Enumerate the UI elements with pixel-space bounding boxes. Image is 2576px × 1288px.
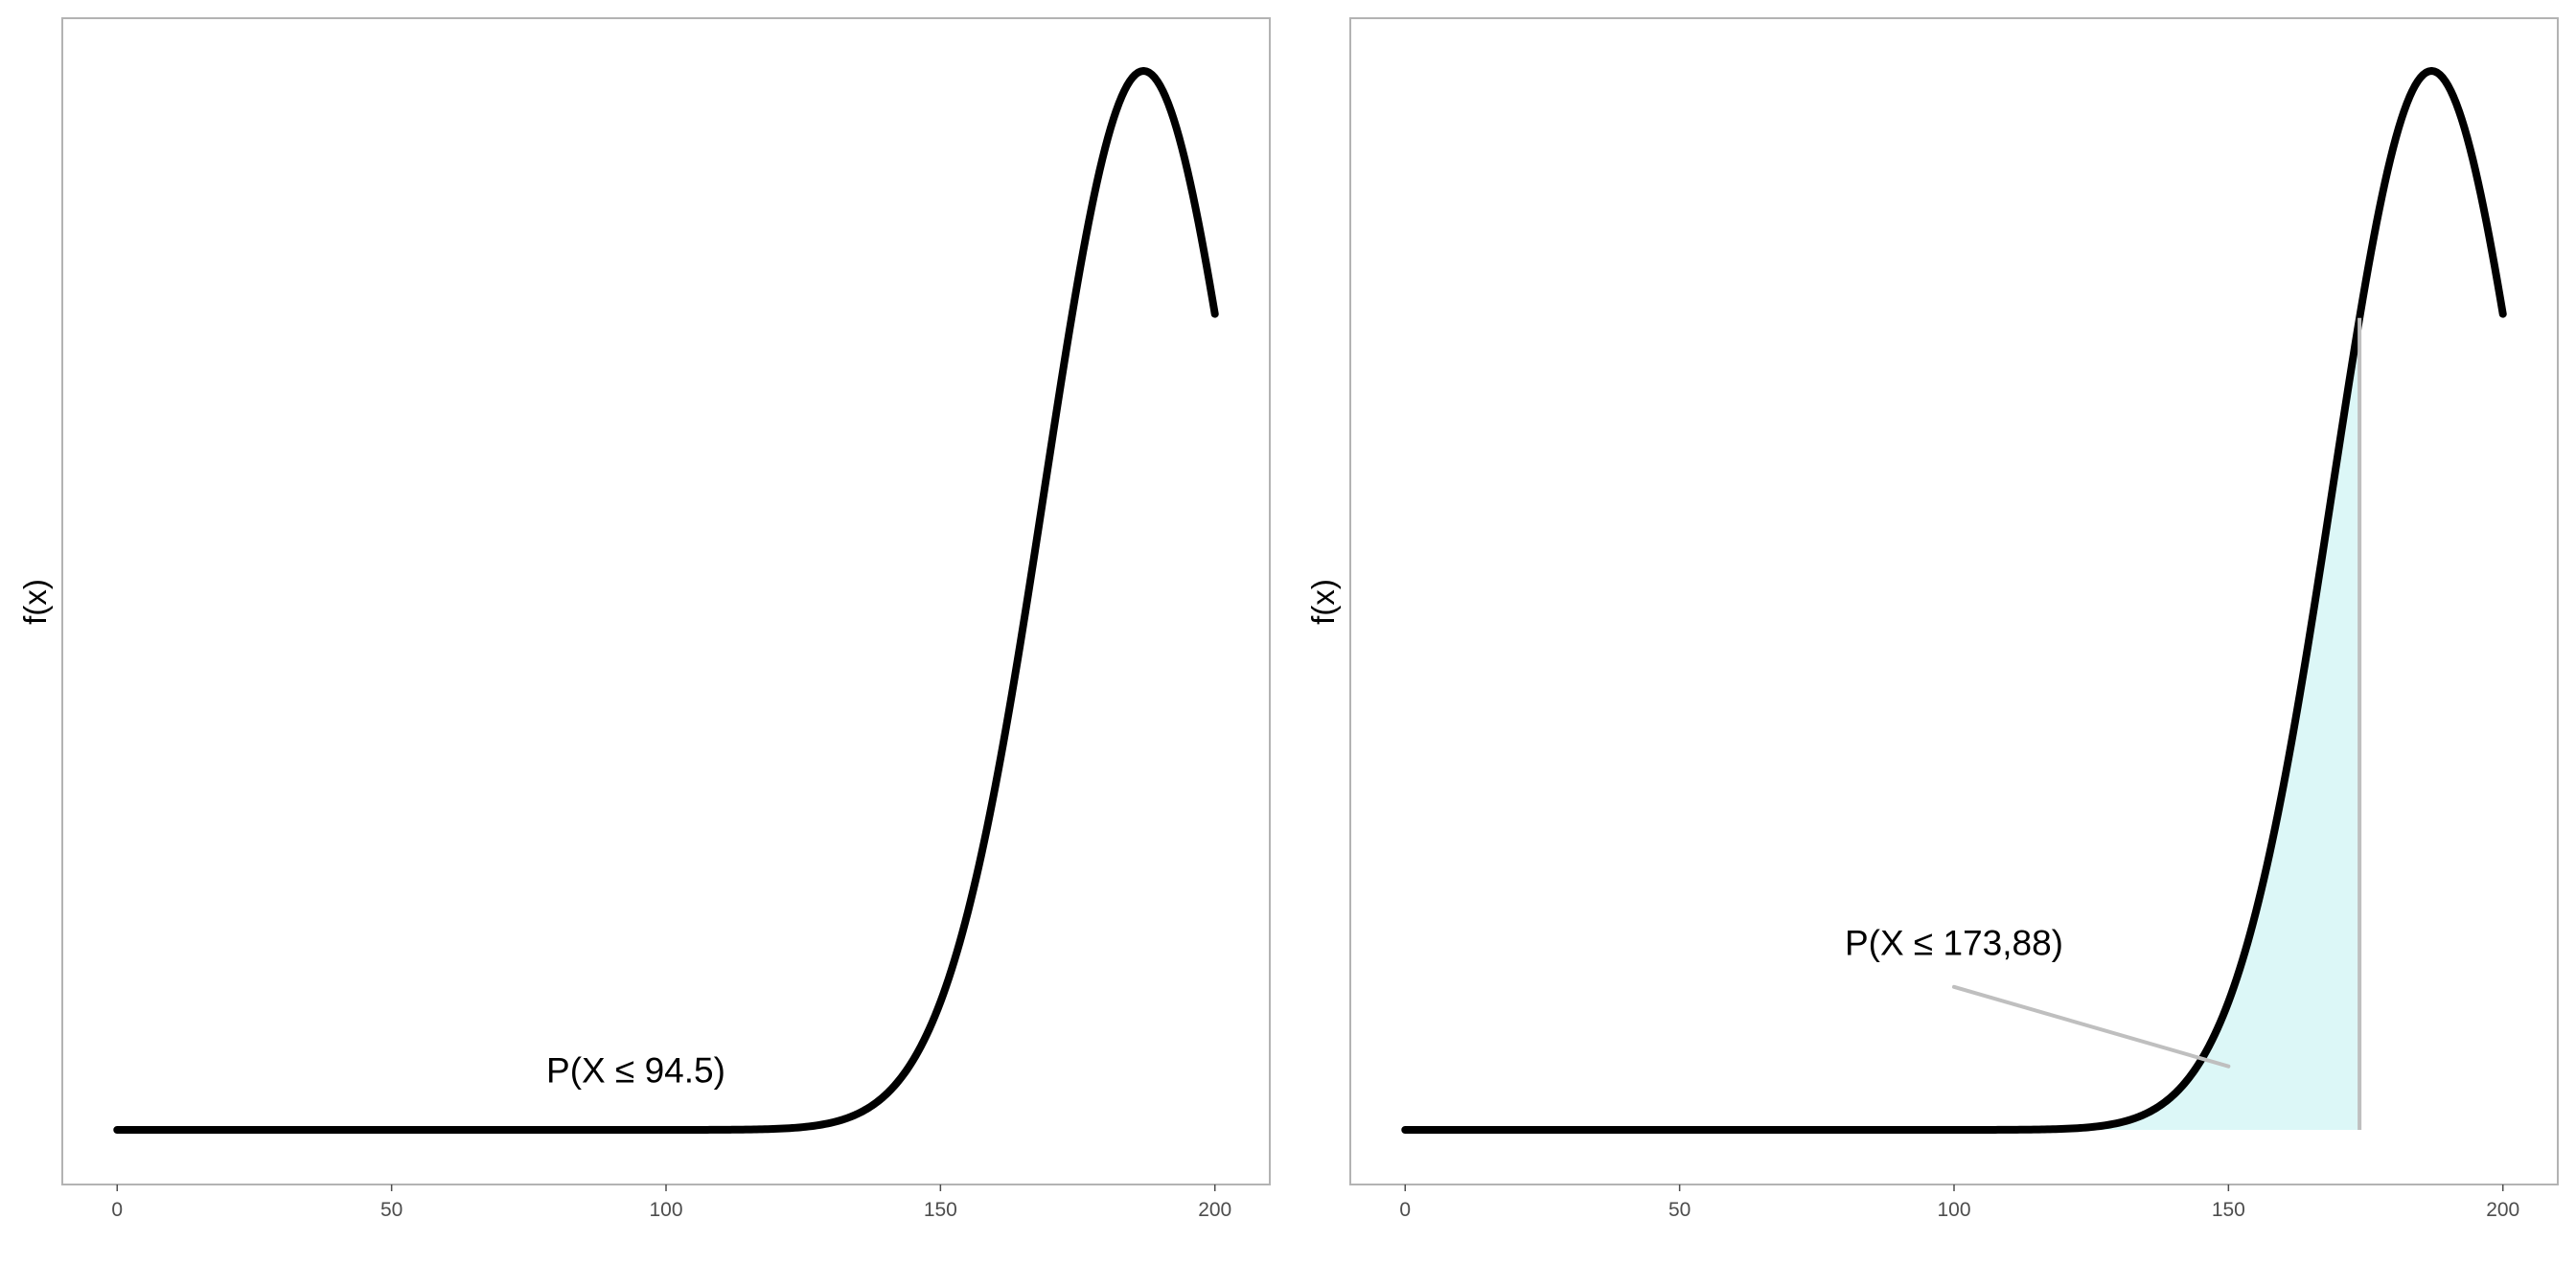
x-tick-label: 100 (1937, 1199, 1970, 1221)
density-curve (113, 67, 1219, 1134)
y-axis-label-right: f(x) (1305, 579, 1341, 625)
annotation-leader-line (1952, 984, 2231, 1069)
x-tick-label: 150 (924, 1199, 957, 1221)
annotation-label-left: P(X ≤ 94.5) (546, 1050, 725, 1090)
shaded-probability-area (1405, 317, 2360, 1130)
panel-right: 0 50 100 150 200 f(x) P(X ≤ 173,88) (1305, 17, 2559, 1221)
x-tick-label: 100 (649, 1199, 682, 1221)
panel-right-frame (1349, 17, 2559, 1185)
x-tick-label: 200 (2486, 1199, 2519, 1221)
x-tick-label: 150 (2212, 1199, 2245, 1221)
x-tick-label: 200 (1198, 1199, 1231, 1221)
x-tick-label: 0 (1399, 1199, 1411, 1221)
x-tick-label: 50 (1668, 1199, 1690, 1221)
panel-left-frame (61, 17, 1271, 1185)
density-curve (1401, 67, 2507, 1134)
x-tick-label: 50 (380, 1199, 402, 1221)
x-tick-label: 0 (111, 1199, 123, 1221)
annotation-label-right: P(X ≤ 173,88) (1845, 924, 2063, 963)
panel-left: 0 50 100 150 200 f(x) P(X ≤ 94.5) (17, 17, 1271, 1221)
y-axis-label-left: f(x) (17, 579, 53, 625)
